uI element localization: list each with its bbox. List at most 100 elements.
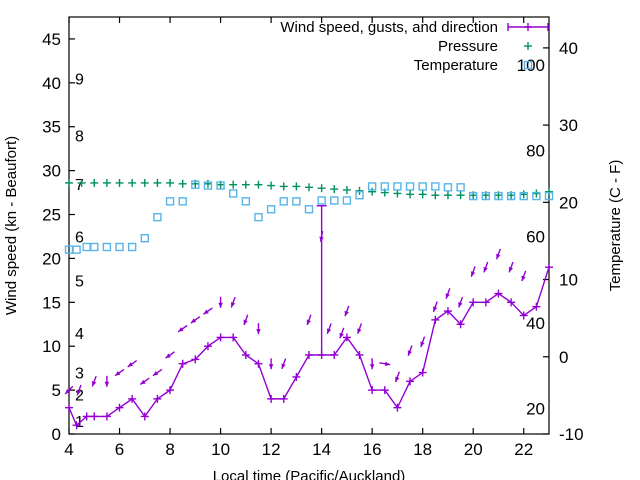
wind-direction-arrow <box>306 314 312 326</box>
wind-direction-arrow <box>394 371 400 383</box>
wind-speed-line <box>68 266 550 427</box>
wind-direction-arrow <box>76 384 82 396</box>
x-tick-label: 6 <box>115 440 124 459</box>
temperature-marker <box>102 242 112 252</box>
wind-direction-arrow <box>379 361 391 367</box>
wind-direction-arrow <box>190 316 201 324</box>
y-tick-label: 35 <box>42 118 61 137</box>
temperature-marker <box>241 197 251 206</box>
beaufort-label: 6 <box>75 229 84 246</box>
wind-direction-arrow <box>243 314 249 326</box>
wind-direction-arrow <box>339 327 345 339</box>
temperature-marker <box>229 189 238 198</box>
legend-label: Wind speed, gusts, and direction <box>280 19 498 36</box>
wind-direction-arrow <box>432 301 438 313</box>
legend-sample-temperature <box>523 60 533 70</box>
y-tick-label: 10 <box>42 337 61 356</box>
temperature-marker <box>254 212 263 222</box>
wind-direction-arrow <box>139 377 150 386</box>
wind-direction-arrow <box>152 368 163 377</box>
temperature-marker <box>90 242 99 252</box>
wind-direction-arrow <box>326 323 332 335</box>
temperature-series <box>64 180 554 254</box>
wind-direction-arrow <box>356 323 363 335</box>
plot-frame <box>68 16 550 435</box>
wind-direction-arrow <box>344 305 350 317</box>
beaufort-label: 3 <box>75 366 84 383</box>
y2-tick-label: 30 <box>559 116 578 135</box>
wind-direction-arrow <box>319 230 324 243</box>
y2-tick-label: 0 <box>559 348 568 367</box>
y-tick-label: 0 <box>52 425 61 444</box>
wind-direction-arrow <box>521 270 527 282</box>
temperature-marker <box>469 191 478 201</box>
temperature-marker <box>456 183 465 192</box>
temperature-marker <box>82 242 91 252</box>
legend-label: Temperature <box>414 57 498 74</box>
temperature-marker <box>367 182 377 191</box>
temperature-marker <box>178 197 187 206</box>
fahrenheit-label: 20 <box>526 400 545 419</box>
wind-direction-arrow <box>369 358 375 370</box>
wind-direction-arrow <box>177 324 188 333</box>
wind-direction-arrow <box>407 345 413 357</box>
wind-direction-arrow <box>508 261 514 273</box>
temperature-marker <box>304 205 314 214</box>
wind-direction-arrow <box>218 296 223 308</box>
temperature-marker <box>380 182 389 191</box>
beaufort-label: 5 <box>75 273 84 290</box>
wind-direction-arrow <box>495 248 502 260</box>
temperature-marker <box>405 182 415 191</box>
y-tick-label: 15 <box>42 293 61 312</box>
y-tick-label: 5 <box>52 381 61 400</box>
temperature-marker <box>494 191 503 201</box>
beaufort-label: 8 <box>75 129 84 146</box>
temperature-marker <box>292 197 301 206</box>
y-tick-label: 25 <box>42 206 61 225</box>
fahrenheit-label: 60 <box>526 227 545 246</box>
beaufort-label: 7 <box>75 177 84 194</box>
wind-direction-arrow <box>483 261 489 273</box>
x-tick-label: 16 <box>363 440 382 459</box>
wind-speed-markers <box>65 263 553 430</box>
temperature-marker <box>506 191 516 201</box>
y2-axis-title: Temperature (C - F) <box>607 160 624 292</box>
wind-direction-arrow <box>104 375 110 387</box>
temperature-marker <box>544 191 554 201</box>
temperature-marker <box>266 205 276 214</box>
y2-tick-label: 40 <box>559 39 578 58</box>
wind-direction-arrow <box>114 368 125 377</box>
wind-direction-arrow <box>256 323 261 335</box>
wind-direction-arrow <box>445 288 451 299</box>
temperature-marker <box>115 242 124 252</box>
x-tick-label: 8 <box>165 440 174 459</box>
temperature-marker <box>72 245 81 254</box>
temperature-marker <box>165 197 175 206</box>
wind-direction-arrow <box>64 385 74 395</box>
x-tick-label: 18 <box>413 440 432 459</box>
y2-tick-label: 10 <box>559 271 578 290</box>
temperature-marker <box>279 197 288 206</box>
y-tick-label: 20 <box>42 249 61 268</box>
temperature-marker <box>431 182 440 191</box>
wind-direction-arrow <box>91 375 97 387</box>
wind-direction-arrows <box>64 230 527 396</box>
temperature-marker <box>153 212 162 222</box>
beaufort-label: 2 <box>75 387 84 404</box>
wind-direction-arrow <box>281 358 287 370</box>
x-tick-label: 4 <box>64 440 73 459</box>
x-tick-label: 20 <box>464 440 483 459</box>
y2-tick-label: 20 <box>559 193 578 212</box>
y-tick-label: 30 <box>42 162 61 181</box>
temperature-marker <box>191 180 200 189</box>
y-axis-title: Wind speed (kn - Beaufort) <box>3 136 20 315</box>
temperature-marker <box>330 196 339 205</box>
legend-label: Pressure <box>438 38 498 55</box>
beaufort-label: 4 <box>75 326 84 343</box>
temperature-marker <box>532 191 541 201</box>
wind-direction-arrow <box>268 358 274 370</box>
x-tick-label: 12 <box>262 440 281 459</box>
temperature-marker <box>355 191 364 200</box>
